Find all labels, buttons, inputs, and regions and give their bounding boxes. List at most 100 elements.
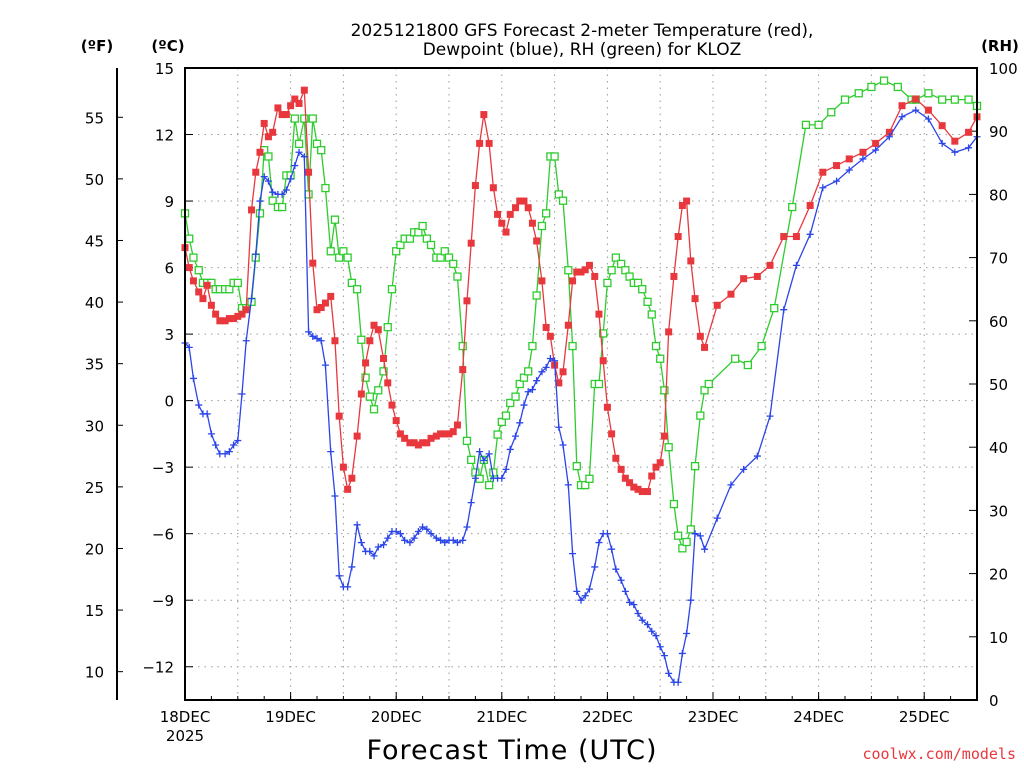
dewpoint-point [951,148,959,156]
2-meter-temperature-point [380,354,388,362]
2-meter-temperature-point [348,474,356,482]
relative-humidity-point [422,234,431,243]
fahrenheit-tick-label: 30 [85,417,104,435]
dewpoint-point [924,115,932,123]
relative-humidity-point [392,247,401,256]
dewpoint-point [203,410,211,418]
relative-humidity-point [294,139,304,148]
2-meter-temperature-point [392,417,400,425]
time-tick-label: 25DEC [899,708,950,726]
relative-humidity-point [788,202,797,212]
relative-humidity-point [814,120,823,130]
2-meter-temperature-point [577,268,585,276]
2-meter-temperature-point [396,430,404,438]
2-meter-temperature-point [524,204,532,212]
2-meter-temperature-point [683,197,691,205]
relative-humidity-point [396,240,405,250]
2-meter-temperature-point [374,326,382,334]
dewpoint-point [665,669,673,677]
chart-title-line-1: 2025121800 GFS Forecast 2-meter Temperat… [351,21,814,41]
fahrenheit-tick-label: 10 [85,664,104,682]
2-meter-temperature-point [489,184,497,192]
relative-humidity-point [458,341,467,351]
dewpoint-point [630,601,638,609]
2-meter-temperature-point [885,128,893,136]
relative-humidity-point [696,411,705,420]
dewpoint-point [652,632,660,640]
dewpoint-point [230,441,238,449]
2-meter-temperature-point [569,277,577,285]
dewpoint-point [559,441,567,449]
relative-humidity-point [414,228,423,237]
celsius-tick-label: 15 [155,60,174,78]
2-meter-temperature-point [441,430,449,438]
fahrenheit-axis: 55 50 45 40 35 30 25 20 15 10 [85,68,123,700]
dewpoint-point [528,386,536,394]
dewpoint-point [516,419,524,427]
2-meter-temperature-point [621,474,629,482]
2-meter-temperature-point [453,421,461,429]
dewpoint-point [591,563,599,571]
dewpoint-point [348,563,356,571]
2-meter-temperature-point [449,428,457,436]
celsius-tick-label: 9 [164,193,174,211]
time-tick-label: 22DEC [582,708,633,726]
2-meter-temperature-point [612,454,620,462]
celsius-tick-label: 6 [164,260,174,278]
dewpoint-point [691,530,699,538]
dewpoint-point [965,144,973,152]
dewpoint-point [305,328,313,336]
relative-humidity-point [233,278,242,288]
dewpoint-point [912,106,920,114]
2-meter-temperature-point [199,295,207,303]
dewpoint-point [248,295,256,303]
2-meter-temperature-point [480,111,488,119]
2-meter-temperature-point [339,463,347,471]
2-meter-temperature-point [581,266,589,274]
2-meter-temperature-point [260,119,268,127]
2-meter-temperature-point [459,366,467,374]
2-meter-temperature-point [585,261,593,269]
dewpoint-point [485,450,493,458]
2-meter-temperature-point [564,321,572,329]
dewpoint-point [766,412,774,420]
relative-humidity-point [643,297,652,306]
dewpoint-point [410,534,418,542]
dewpoint-point [353,521,361,529]
series-layer [180,76,982,686]
2-meter-temperature-point [207,301,215,309]
2-meter-temperature-point [419,439,427,447]
relative-humidity-point [374,386,383,395]
series-2-meter-temperature [181,86,981,496]
relative-humidity-point [700,386,709,395]
dewpoint-point [806,230,814,238]
dewpoint-point [419,523,427,531]
2-meter-temperature-point [406,439,414,447]
relative-humidity-point [405,234,415,243]
2-meter-temperature-point [591,272,599,280]
relative-humidity-point [361,373,370,382]
dewpoint-point [401,536,409,544]
dewpoint-point [792,261,800,269]
rh-tick-label: 30 [989,502,1008,520]
2-meter-temperature-point [216,317,224,325]
relative-humidity-point [585,474,594,483]
dewpoint-point [498,474,506,482]
dewpoint-point [406,539,414,547]
dewpoint-point [384,534,392,542]
dewpoint-point [374,543,382,551]
dewpoint-point [295,148,303,156]
fahrenheit-tick-label: 45 [85,232,104,250]
relative-humidity-point [290,114,299,123]
dewpoint-point [520,401,528,409]
2-meter-temperature-point [388,401,396,409]
dewpoint-point [380,541,388,549]
left-unit-fahrenheit: (ºF) [81,37,113,55]
2-meter-temperature-point [278,111,286,119]
dewpoint-point [898,113,906,121]
2-meter-temperature-point [321,299,329,307]
2-meter-temperature-point [309,259,317,267]
relative-humidity-point [647,310,656,319]
2-meter-temperature-point [335,412,343,420]
relative-humidity-point [449,259,458,269]
